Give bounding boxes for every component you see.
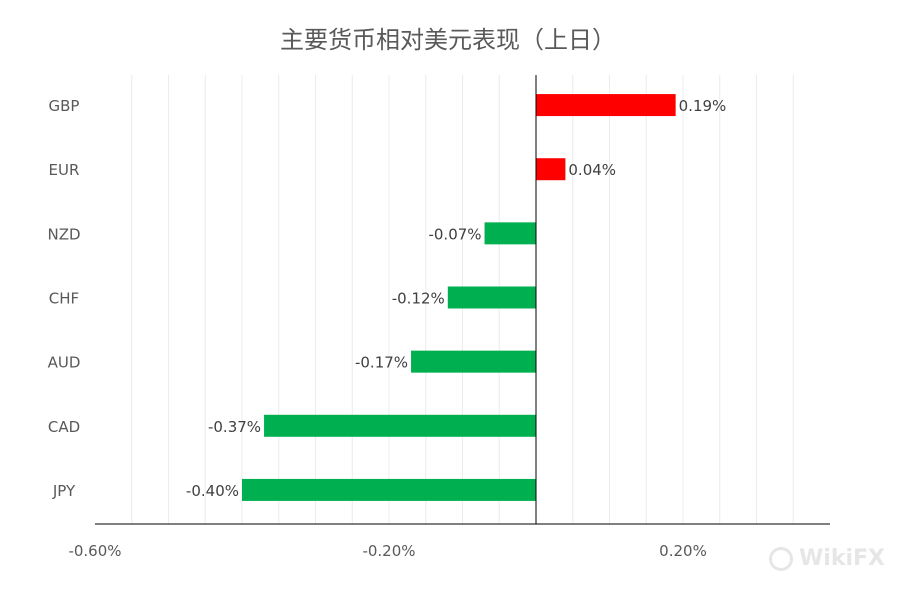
bars	[242, 94, 676, 501]
data-label-jpy: -0.40%	[186, 482, 239, 500]
category-label-aud: AUD	[48, 354, 81, 372]
data-label-eur: 0.04%	[568, 161, 616, 179]
bar-nzd	[484, 222, 536, 245]
data-label-gbp: 0.19%	[679, 97, 727, 115]
watermark: WikiFX	[769, 546, 885, 571]
data-label-chf: -0.12%	[392, 290, 445, 308]
axes	[95, 75, 830, 525]
category-label-cad: CAD	[48, 418, 80, 436]
watermark-text: WikiFX	[799, 546, 885, 571]
category-label-chf: CHF	[49, 290, 79, 308]
bar-cad	[264, 414, 536, 437]
watermark-logo-icon	[769, 546, 794, 571]
category-label-jpy: JPY	[52, 482, 76, 500]
x-tick-label: 0.20%	[659, 542, 707, 560]
category-label-nzd: NZD	[47, 225, 80, 243]
data-label-aud: -0.17%	[355, 354, 408, 372]
data-label-nzd: -0.07%	[428, 225, 481, 243]
chart-title: 主要货币相对美元表现（上日）	[280, 26, 616, 54]
x-tick-label: -0.60%	[68, 542, 121, 560]
labels: GBP 0.19% EUR 0.04% NZD -0.07% CHF -0.12% AUD -0.…	[47, 97, 726, 560]
bar-gbp	[536, 94, 676, 117]
bar-jpy	[242, 478, 536, 501]
bar-chf	[447, 286, 536, 309]
bar-aud	[411, 350, 536, 373]
bar-eur	[536, 158, 566, 181]
category-label-gbp: GBP	[49, 97, 80, 115]
category-label-eur: EUR	[49, 161, 80, 179]
data-label-cad: -0.37%	[208, 418, 261, 436]
grid-lines	[131, 75, 794, 524]
x-tick-label: -0.20%	[362, 542, 415, 560]
